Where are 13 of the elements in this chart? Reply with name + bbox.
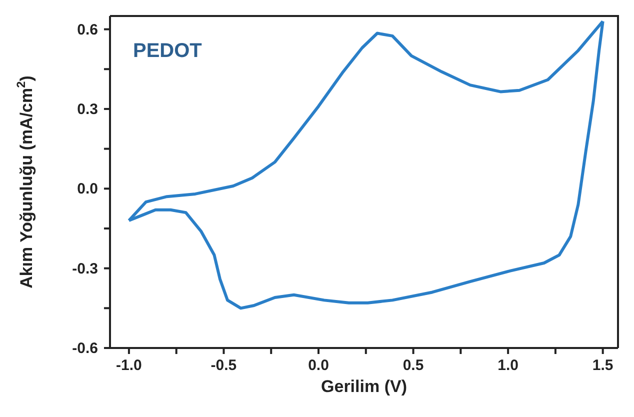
x-tick-label: 1.0 [498,357,518,374]
y-tick-label: -0.3 [72,260,98,278]
x-tick-label: -1.0 [116,357,142,374]
y-tick-label: -0.6 [72,340,98,357]
x-axis-title: Gerilim (V) [321,377,407,396]
x-tick-label: 0.5 [402,357,424,374]
y-tick-label: 0.6 [77,21,98,38]
annotation: PEDOT [133,40,202,63]
x-tick-label: 1.5 [592,357,614,374]
y-tick-label: 0.3 [77,100,98,118]
y-tick-label: 0.0 [77,180,98,198]
x-tick-label: -0.5 [210,357,237,374]
x-tick-label: 0.0 [308,357,329,374]
